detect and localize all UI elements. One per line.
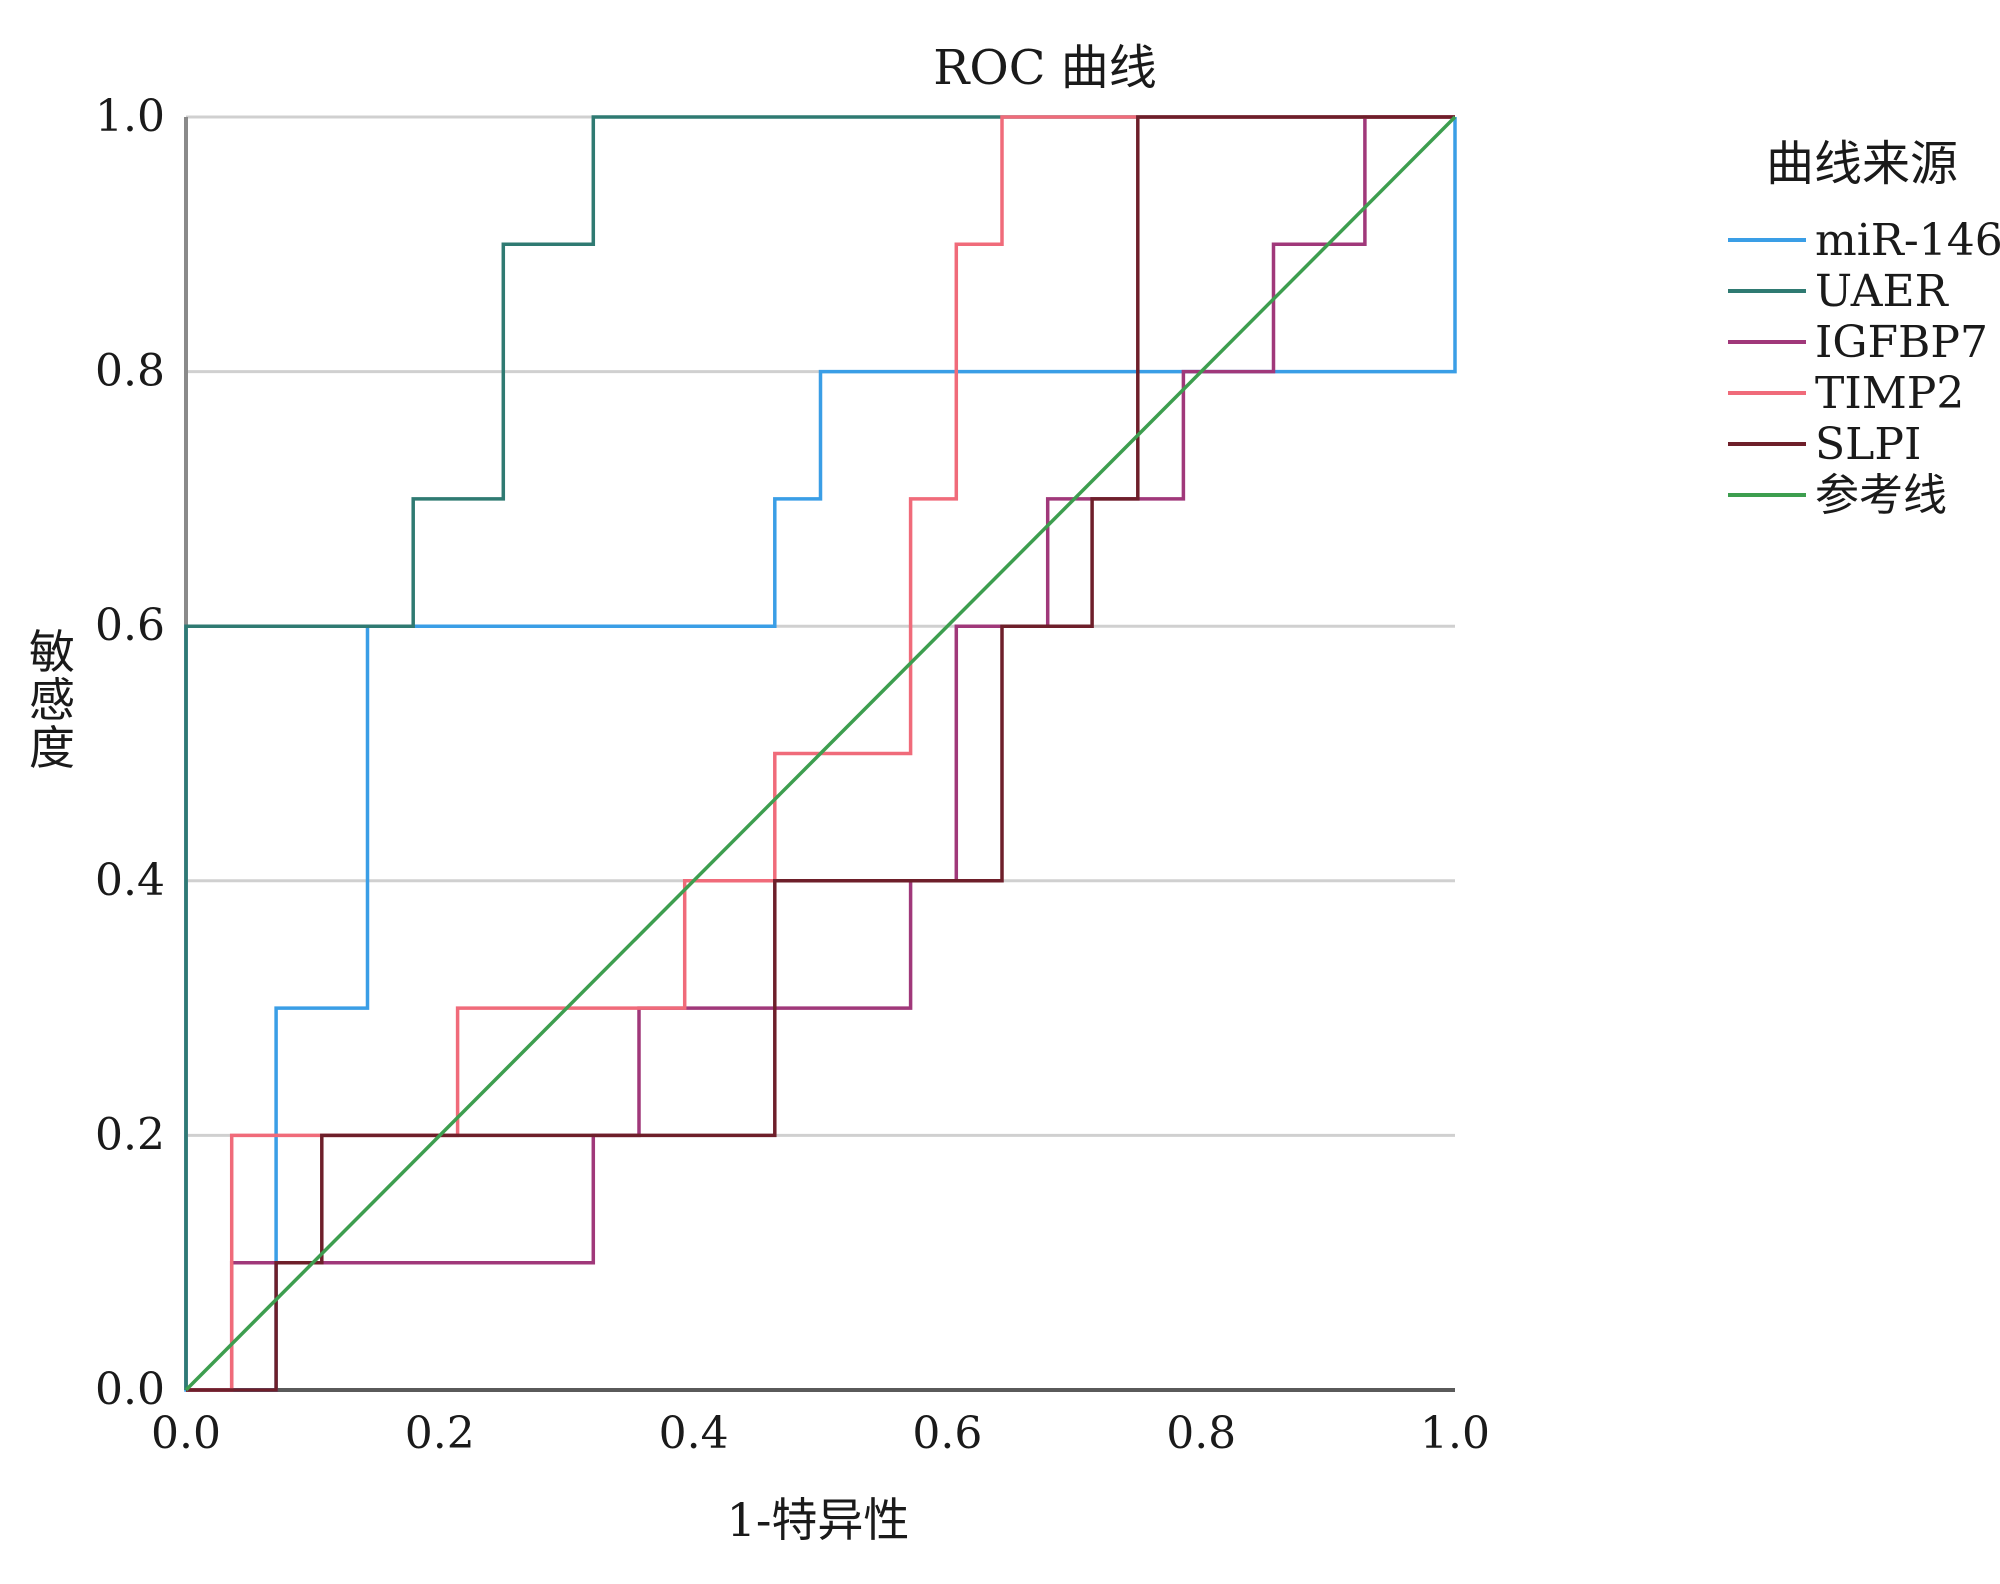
x-tick-label: 0.0	[151, 1408, 221, 1459]
y-tick-labels: 0.0 0.2 0.4 0.6 0.8 1.0	[95, 91, 165, 1415]
legend-label: 参考线	[1815, 470, 1947, 521]
x-tick-labels: 0.0 0.2 0.4 0.6 0.8 1.0	[151, 1408, 1490, 1459]
legend-label: UAER	[1815, 266, 1950, 317]
y-tick-label: 0.0	[95, 1364, 165, 1415]
y-tick-label: 0.2	[95, 1109, 165, 1160]
legend-label: SLPI	[1815, 419, 1921, 470]
y-axis-title: 敏感度	[29, 625, 75, 775]
x-tick-label: 0.2	[405, 1408, 475, 1459]
y-tick-label: 0.8	[95, 346, 165, 397]
y-tick-label: 1.0	[95, 91, 165, 142]
legend-label: TIMP2	[1815, 368, 1964, 419]
chart-title: ROC 曲线	[933, 40, 1156, 96]
series-line-4	[186, 115, 1455, 1392]
y-tick-label: 0.6	[95, 600, 165, 651]
series-line-1	[184, 115, 1455, 1390]
series-layer	[184, 115, 1457, 1392]
legend: 曲线来源 miR-146aUAERIGFBP7TIMP2SLPI参考线	[1728, 136, 2000, 521]
series-line-2	[186, 115, 1455, 1392]
legend-title: 曲线来源	[1766, 136, 1958, 192]
y-tick-label: 0.4	[95, 855, 165, 906]
x-tick-label: 1.0	[1420, 1408, 1490, 1459]
x-tick-label: 0.8	[1166, 1408, 1236, 1459]
series-line-5	[184, 115, 1457, 1392]
legend-label: IGFBP7	[1815, 317, 1988, 368]
x-axis-title: 1-特异性	[727, 1493, 910, 1547]
x-tick-label: 0.4	[659, 1408, 729, 1459]
legend-label: miR-146a	[1815, 215, 2000, 266]
x-tick-label: 0.6	[912, 1408, 982, 1459]
